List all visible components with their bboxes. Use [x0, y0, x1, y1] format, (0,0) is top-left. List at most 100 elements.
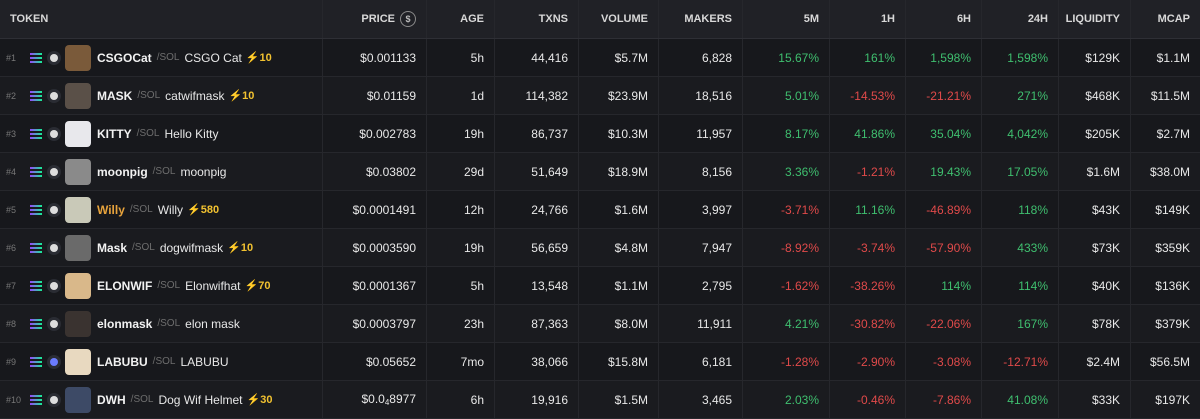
col-1h[interactable]: 1H [830, 0, 906, 38]
col-mcap[interactable]: MCAP [1131, 0, 1200, 38]
token-chain: /SOL [129, 204, 153, 215]
table-row[interactable]: #8 elonmask /SOL elon mask $0.0003797 23… [0, 305, 1200, 343]
change-5m-cell: 3.36% [743, 153, 830, 190]
volume-value: $8.0M [614, 316, 648, 331]
makers-cell: 2,795 [659, 267, 743, 304]
token-cell[interactable]: #1 CSGOCat /SOL CSGO Cat ⚡10 [0, 39, 323, 76]
change-1h-cell: -14.53% [830, 77, 906, 114]
token-chain: /SOL [130, 394, 154, 405]
boost-badge[interactable]: ⚡30 [246, 394, 273, 406]
token-symbol[interactable]: CSGOCat [97, 50, 152, 65]
change-5m-value: -8.92% [780, 240, 819, 255]
dex-icon [47, 316, 61, 331]
col-liquidity[interactable]: LIQUIDITY [1059, 0, 1131, 38]
txns-value: 114,382 [525, 88, 569, 103]
token-chain: /SOL [137, 90, 161, 101]
token-avatar [65, 310, 91, 337]
col-makers[interactable]: MAKERS [659, 0, 743, 38]
volume-value: $4.8M [614, 240, 648, 255]
price-cell: $0.0001491 [323, 191, 427, 228]
liquidity-cell: $205K [1059, 115, 1131, 152]
col-volume-label: VOLUME [600, 13, 648, 25]
table-row[interactable]: #6 Mask /SOL dogwifmask ⚡10 $0.0003590 1… [0, 229, 1200, 267]
token-symbol[interactable]: Willy [97, 202, 125, 217]
token-cell[interactable]: #5 Willy /SOL Willy ⚡580 [0, 191, 323, 228]
volume-cell: $10.3M [579, 115, 659, 152]
txns-value: 38,066 [531, 354, 568, 369]
table-row[interactable]: #3 KITTY /SOL Hello Kitty $0.002783 19h … [0, 115, 1200, 153]
col-6h[interactable]: 6H [906, 0, 982, 38]
table-row[interactable]: #7 ELONWIF /SOL Elonwifhat ⚡70 $0.000136… [0, 267, 1200, 305]
col-txns[interactable]: TXNS [495, 0, 579, 38]
col-5m[interactable]: 5M [743, 0, 830, 38]
token-symbol[interactable]: DWH [97, 392, 126, 407]
change-5m-value: 2.03% [784, 392, 819, 407]
token-symbol[interactable]: KITTY [97, 126, 132, 141]
token-cell[interactable]: #8 elonmask /SOL elon mask [0, 305, 323, 342]
token-cell[interactable]: #7 ELONWIF /SOL Elonwifhat ⚡70 [0, 267, 323, 304]
price-value: $0.048977 [361, 392, 416, 407]
col-age[interactable]: AGE [427, 0, 495, 38]
table-row[interactable]: #2 MASK /SOL catwifmask ⚡10 $0.01159 1d … [0, 77, 1200, 115]
liquidity-value: $33K [1091, 392, 1120, 407]
change-5m-value: -1.28% [780, 354, 819, 369]
dollar-icon[interactable]: $ [400, 11, 416, 27]
token-symbol[interactable]: ELONWIF [97, 278, 153, 293]
solana-icon [30, 52, 42, 63]
solana-icon [30, 204, 42, 215]
token-cell[interactable]: #3 KITTY /SOL Hello Kitty [0, 115, 323, 152]
change-1h-value: -3.74% [856, 240, 895, 255]
volume-value: $15.8M [607, 354, 648, 369]
change-1h-value: 41.86% [854, 126, 895, 141]
token-cell[interactable]: #6 Mask /SOL dogwifmask ⚡10 [0, 229, 323, 266]
rank-label: #10 [6, 394, 22, 405]
token-symbol[interactable]: elonmask [97, 316, 153, 331]
rank-label: #3 [6, 128, 17, 139]
boost-badge[interactable]: ⚡10 [228, 90, 255, 102]
token-symbol[interactable]: Mask [97, 240, 128, 255]
col-24h[interactable]: 24H [982, 0, 1059, 38]
token-symbol[interactable]: LABUBU [97, 354, 148, 369]
volume-cell: $8.0M [579, 305, 659, 342]
change-24h-cell: 271% [982, 77, 1059, 114]
rank-label: #4 [6, 166, 17, 177]
col-price-label: PRICE [361, 13, 395, 25]
token-cell[interactable]: #10 DWH /SOL Dog Wif Helmet ⚡30 [0, 381, 323, 418]
boost-badge[interactable]: ⚡10 [227, 242, 254, 254]
token-cell[interactable]: #2 MASK /SOL catwifmask ⚡10 [0, 77, 323, 114]
age-value: 19h [463, 126, 484, 141]
table-row[interactable]: #5 Willy /SOL Willy ⚡580 $0.0001491 12h … [0, 191, 1200, 229]
makers-value: 2,795 [701, 278, 732, 293]
age-cell: 23h [427, 305, 495, 342]
txns-cell: 56,659 [495, 229, 579, 266]
col-price[interactable]: PRICE $ [323, 0, 427, 38]
boost-badge[interactable]: ⚡580 [187, 204, 220, 216]
table-row[interactable]: #10 DWH /SOL Dog Wif Helmet ⚡30 $0.04897… [0, 381, 1200, 419]
liquidity-cell: $2.4M [1059, 343, 1131, 380]
token-name: elon mask [185, 316, 240, 331]
price-value: $0.05652 [365, 354, 416, 369]
change-6h-value: -7.86% [932, 392, 971, 407]
token-cell[interactable]: #9 LABUBU /SOL LABUBU [0, 343, 323, 380]
table-row[interactable]: #4 moonpig /SOL moonpig $0.03802 29d 51,… [0, 153, 1200, 191]
token-chain: /SOL [157, 280, 181, 291]
volume-cell: $23.9M [579, 77, 659, 114]
rank-label: #6 [6, 242, 17, 253]
boost-badge[interactable]: ⚡10 [245, 52, 272, 64]
table-row[interactable]: #9 LABUBU /SOL LABUBU $0.05652 7mo 38,06… [0, 343, 1200, 381]
volume-value: $18.9M [607, 164, 648, 179]
token-chain: /SOL [156, 52, 180, 63]
change-24h-value: 114% [1018, 278, 1048, 293]
mcap-value: $379K [1155, 316, 1190, 331]
boost-badge[interactable]: ⚡70 [244, 280, 271, 292]
token-symbol[interactable]: MASK [97, 88, 133, 103]
change-1h-cell: -30.82% [830, 305, 906, 342]
token-cell[interactable]: #4 moonpig /SOL moonpig [0, 153, 323, 190]
change-5m-value: -3.71% [780, 202, 819, 217]
token-avatar [65, 386, 91, 413]
table-row[interactable]: #1 CSGOCat /SOL CSGO Cat ⚡10 $0.001133 5… [0, 39, 1200, 77]
token-symbol[interactable]: moonpig [97, 164, 148, 179]
age-value: 19h [463, 240, 484, 255]
col-volume[interactable]: VOLUME [579, 0, 659, 38]
col-token[interactable]: TOKEN [0, 0, 323, 38]
